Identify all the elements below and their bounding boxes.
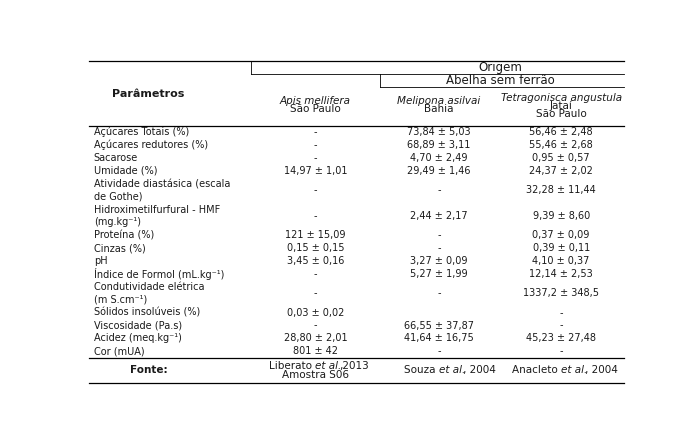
Text: Liberato: Liberato [269,361,315,371]
Text: -: - [437,243,441,253]
Text: 4,70 ± 2,49: 4,70 ± 2,49 [410,153,468,163]
Text: 5,27 ± 1,99: 5,27 ± 1,99 [410,269,468,279]
Text: 0,95 ± 0,57: 0,95 ± 0,57 [532,153,590,163]
Text: Cor (mUA): Cor (mUA) [94,346,144,356]
Text: et al.: et al. [439,366,465,375]
Text: 68,89 ± 3,11: 68,89 ± 3,11 [407,140,471,150]
Text: -: - [437,185,441,195]
Text: 3,45 ± 0,16: 3,45 ± 0,16 [287,256,344,266]
Text: 121 ± 15,09: 121 ± 15,09 [285,230,346,240]
Text: 56,46 ± 2,48: 56,46 ± 2,48 [530,127,593,137]
Text: Açúcares Totais (%): Açúcares Totais (%) [94,127,189,137]
Text: 0,37 ± 0,09: 0,37 ± 0,09 [532,230,590,240]
Text: -: - [314,269,317,279]
Text: Jataí: Jataí [550,101,573,111]
Text: 28,80 ± 2,01: 28,80 ± 2,01 [284,334,347,344]
Text: et al.: et al. [561,366,587,375]
Text: 66,55 ± 37,87: 66,55 ± 37,87 [404,321,474,330]
Text: 32,28 ± 11,44: 32,28 ± 11,44 [526,185,596,195]
Text: 73,84 ± 5,03: 73,84 ± 5,03 [407,127,471,137]
Text: 24,37 ± 2,02: 24,37 ± 2,02 [530,166,593,176]
Text: -: - [559,321,563,330]
Text: Sacarose: Sacarose [94,153,138,163]
Text: -: - [314,153,317,163]
Text: 29,49 ± 1,46: 29,49 ± 1,46 [407,166,471,176]
Text: 4,10 ± 0,37: 4,10 ± 0,37 [532,256,590,266]
Text: 9,39 ± 8,60: 9,39 ± 8,60 [532,211,590,221]
Text: -: - [314,185,317,195]
Text: Apis mellifera: Apis mellifera [280,96,351,106]
Text: 14,97 ± 1,01: 14,97 ± 1,01 [284,166,347,176]
Text: -: - [314,321,317,330]
Text: -: - [314,127,317,137]
Text: Bahia: Bahia [424,104,454,114]
Text: Atividade diastásica (escala
de Gothe): Atividade diastásica (escala de Gothe) [94,179,230,201]
Text: 0,15 ± 0,15: 0,15 ± 0,15 [287,243,344,253]
Text: Acidez (meq.kg⁻¹): Acidez (meq.kg⁻¹) [94,334,182,344]
Text: Amostra S06: Amostra S06 [282,370,349,380]
Text: Abelha sem ferrão: Abelha sem ferrão [446,74,555,87]
Text: ,2013: ,2013 [339,361,369,371]
Text: , 2004: , 2004 [585,366,618,375]
Text: Fonte:: Fonte: [130,366,167,375]
Text: São Paulo: São Paulo [290,104,341,114]
Text: 2,44 ± 2,17: 2,44 ± 2,17 [410,211,468,221]
Text: Viscosidade (Pa.s): Viscosidade (Pa.s) [94,321,182,330]
Text: Melipona asilvai: Melipona asilvai [398,96,481,106]
Text: -: - [314,140,317,150]
Text: et al.: et al. [315,361,341,371]
Text: 55,46 ± 2,68: 55,46 ± 2,68 [530,140,593,150]
Text: -: - [314,288,317,298]
Text: -: - [437,346,441,356]
Text: -: - [559,346,563,356]
Text: -: - [437,288,441,298]
Text: , 2004: , 2004 [464,366,496,375]
Text: 3,27 ± 0,09: 3,27 ± 0,09 [410,256,468,266]
Text: 801 ± 42: 801 ± 42 [293,346,338,356]
Text: Souza: Souza [405,366,439,375]
Text: Proteína (%): Proteína (%) [94,230,154,240]
Text: -: - [559,308,563,318]
Text: pH: pH [94,256,108,266]
Text: Tetragonisca angustula: Tetragonisca angustula [500,93,622,103]
Text: Origem: Origem [478,61,522,74]
Text: Cinzas (%): Cinzas (%) [94,243,146,253]
Text: 12,14 ± 2,53: 12,14 ± 2,53 [530,269,593,279]
Text: -: - [437,230,441,240]
Text: Açúcares redutores (%): Açúcares redutores (%) [94,140,208,150]
Text: Hidroximetilfurfural - HMF
(mg.kg⁻¹): Hidroximetilfurfural - HMF (mg.kg⁻¹) [94,205,220,227]
Text: 1337,2 ± 348,5: 1337,2 ± 348,5 [523,288,599,298]
Text: São Paulo: São Paulo [536,110,586,119]
Text: Sólidos insolúveis (%): Sólidos insolúveis (%) [94,308,200,318]
Text: 0,39 ± 0,11: 0,39 ± 0,11 [532,243,590,253]
Text: Condutividade elétrica
(m S.cm⁻¹): Condutividade elétrica (m S.cm⁻¹) [94,282,204,304]
Text: 45,23 ± 27,48: 45,23 ± 27,48 [526,334,596,344]
Text: Índice de Formol (mL.kg⁻¹): Índice de Formol (mL.kg⁻¹) [94,268,224,280]
Text: 0,03 ± 0,02: 0,03 ± 0,02 [287,308,344,318]
Text: -: - [314,211,317,221]
Text: Anacleto: Anacleto [512,366,561,375]
Text: Parâmetros: Parâmetros [112,88,185,99]
Text: 41,64 ± 16,75: 41,64 ± 16,75 [404,334,474,344]
Text: Umidade (%): Umidade (%) [94,166,158,176]
